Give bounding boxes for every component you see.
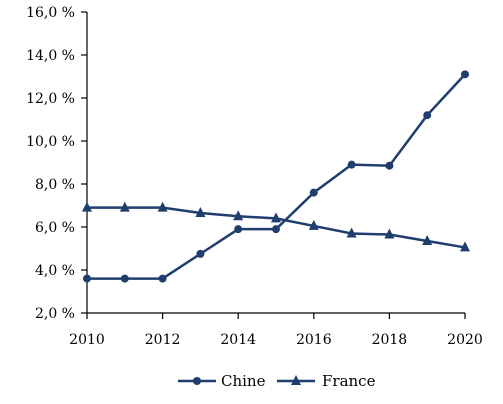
y-tick-label: 4,0 % (35, 263, 75, 279)
y-tick-label: 8,0 % (35, 177, 75, 193)
legend-marker (193, 377, 201, 385)
data-point (461, 70, 469, 79)
x-tick-label: 2020 (447, 332, 483, 348)
data-point (271, 212, 281, 223)
data-point (158, 274, 167, 283)
legend-item: France (277, 372, 376, 390)
data-point (346, 227, 357, 238)
data-point (83, 274, 91, 283)
data-point (423, 111, 432, 120)
data-point (422, 234, 433, 245)
data-point (233, 210, 244, 221)
legend-marker (291, 375, 301, 385)
data-point (120, 274, 129, 283)
y-tick-label: 16,0 % (26, 5, 75, 21)
x-tick-label: 2014 (220, 332, 256, 348)
y-tick-label: 6,0 % (35, 220, 75, 236)
series-france (82, 201, 470, 252)
data-point (195, 207, 206, 218)
data-point (272, 225, 280, 234)
x-tick-label: 2010 (69, 332, 105, 348)
data-point (309, 188, 318, 197)
legend-label: Chine (221, 372, 266, 390)
data-point (385, 161, 394, 170)
data-point (157, 201, 168, 212)
y-tick-label: 2,0 % (35, 306, 75, 322)
data-point (308, 219, 319, 230)
data-point (196, 249, 205, 258)
legend: Chine France (178, 372, 376, 390)
axes (86, 12, 465, 314)
data-point (460, 241, 470, 252)
legend-item: Chine (178, 372, 266, 390)
x-tick-label: 2012 (145, 332, 181, 348)
y-axis-ticks: 2,0 % 4,0 % 6,0 % 8,0 % 10,0 % 12,0 % 14,0 % 16… (26, 5, 87, 322)
series-layer (82, 70, 470, 283)
series-line (87, 73, 466, 280)
y-tick-label: 12,0 % (26, 91, 75, 107)
x-tick-label: 2018 (372, 332, 408, 348)
x-axis-ticks: 2010 2012 2014 2016 2018 2020 (69, 313, 483, 348)
data-point (119, 201, 130, 212)
data-point (347, 160, 356, 169)
legend-label: France (322, 372, 376, 390)
data-point (234, 225, 243, 234)
series-chine (83, 70, 469, 283)
x-tick-label: 2016 (296, 332, 332, 348)
y-tick-label: 14,0 % (26, 48, 75, 64)
data-point (384, 228, 395, 239)
data-point (82, 201, 92, 212)
y-tick-label: 10,0 % (26, 134, 75, 150)
